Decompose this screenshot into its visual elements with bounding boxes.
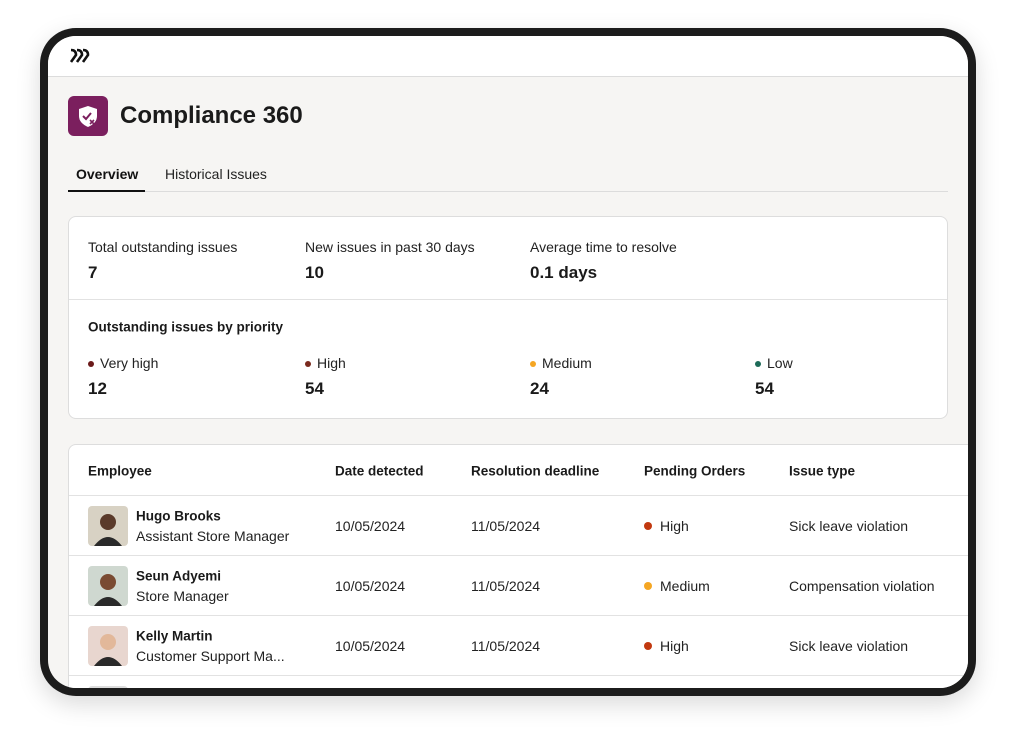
avatar bbox=[88, 626, 128, 666]
divider bbox=[69, 299, 947, 300]
status-dot bbox=[644, 522, 652, 530]
stat-label: Average time to resolve bbox=[530, 239, 677, 255]
stat-label: New issues in past 30 days bbox=[305, 239, 475, 255]
stat-value: 0.1 days bbox=[530, 263, 598, 282]
app-icon bbox=[68, 96, 108, 136]
app-title: Compliance 360 bbox=[120, 102, 303, 129]
deadline: 11/05/2024 bbox=[471, 518, 541, 534]
tab[interactable]: Overview bbox=[76, 166, 139, 182]
issues-table: Employee Date detected Resolution deadline… bbox=[68, 444, 968, 688]
status: High bbox=[660, 638, 689, 654]
tab-underline bbox=[68, 190, 145, 192]
stat-value: 7 bbox=[88, 263, 98, 282]
priority-dot bbox=[755, 361, 761, 368]
priority-label: Low bbox=[755, 355, 793, 371]
employee-role: Assistant Store Manager bbox=[136, 528, 290, 544]
status: Medium bbox=[660, 578, 710, 594]
priority-dot bbox=[530, 361, 536, 368]
issue-type: Sick leave violation bbox=[789, 638, 909, 654]
status-dot bbox=[644, 582, 652, 590]
row-divider bbox=[69, 615, 968, 616]
stat-value: 10 bbox=[305, 263, 324, 282]
status: High bbox=[660, 518, 689, 534]
issue-type: Sick leave violation bbox=[789, 518, 909, 534]
tab-divider bbox=[68, 191, 948, 192]
priority-label: High bbox=[305, 355, 346, 371]
deadline: 11/05/2024 bbox=[471, 638, 541, 654]
priority-name: Very high bbox=[100, 355, 159, 371]
priority-value: 54 bbox=[305, 379, 324, 398]
status-dot bbox=[644, 642, 652, 650]
screen: Compliance 360 Overview Historical Issue… bbox=[48, 36, 968, 688]
deadline: 11/05/2024 bbox=[471, 578, 541, 594]
section-title: Outstanding issues by priority bbox=[88, 319, 284, 335]
column-header[interactable]: Resolution deadline bbox=[471, 463, 600, 479]
column-header[interactable]: Date detected bbox=[335, 463, 424, 479]
row-divider bbox=[69, 495, 968, 496]
summary-card: Outstanding issues by priority Total out… bbox=[68, 216, 948, 419]
device-frame: Compliance 360 Overview Historical Issue… bbox=[40, 28, 976, 696]
employee-role: Store Manager bbox=[136, 588, 229, 604]
date-detected: 10/05/2024 bbox=[335, 518, 406, 534]
priority-name: Low bbox=[767, 355, 793, 371]
employee-role: Customer Support Ma... bbox=[136, 648, 285, 664]
avatar bbox=[88, 566, 128, 606]
employee-name[interactable]: Seun Adyemi bbox=[136, 568, 222, 584]
tab[interactable]: Historical Issues bbox=[165, 166, 267, 182]
priority-label: Medium bbox=[530, 355, 592, 371]
priority-value: 54 bbox=[755, 379, 774, 398]
priority-dot bbox=[305, 361, 311, 368]
date-detected: 10/05/2024 bbox=[335, 638, 406, 654]
employee-name[interactable]: Hugo Brooks bbox=[136, 508, 221, 524]
stat-label: Total outstanding issues bbox=[88, 239, 238, 255]
avatar bbox=[88, 686, 128, 688]
employee-name[interactable]: Kelly Martin bbox=[136, 628, 213, 644]
priority-dot bbox=[88, 361, 94, 368]
column-header[interactable]: Pending Orders bbox=[644, 463, 746, 479]
row-divider bbox=[69, 675, 968, 676]
priority-name: High bbox=[317, 355, 346, 371]
brand-logo[interactable] bbox=[70, 48, 90, 64]
issue-type: Compensation violation bbox=[789, 578, 935, 594]
top-bar bbox=[48, 36, 968, 77]
row-divider bbox=[69, 555, 968, 556]
priority-label: Very high bbox=[88, 355, 158, 371]
avatar bbox=[88, 506, 128, 546]
column-header[interactable]: Employee bbox=[88, 463, 152, 479]
priority-name: Medium bbox=[542, 355, 592, 371]
date-detected: 10/05/2024 bbox=[335, 578, 406, 594]
column-header[interactable]: Issue type bbox=[789, 463, 856, 479]
priority-value: 12 bbox=[88, 379, 107, 398]
priority-value: 24 bbox=[530, 379, 549, 398]
